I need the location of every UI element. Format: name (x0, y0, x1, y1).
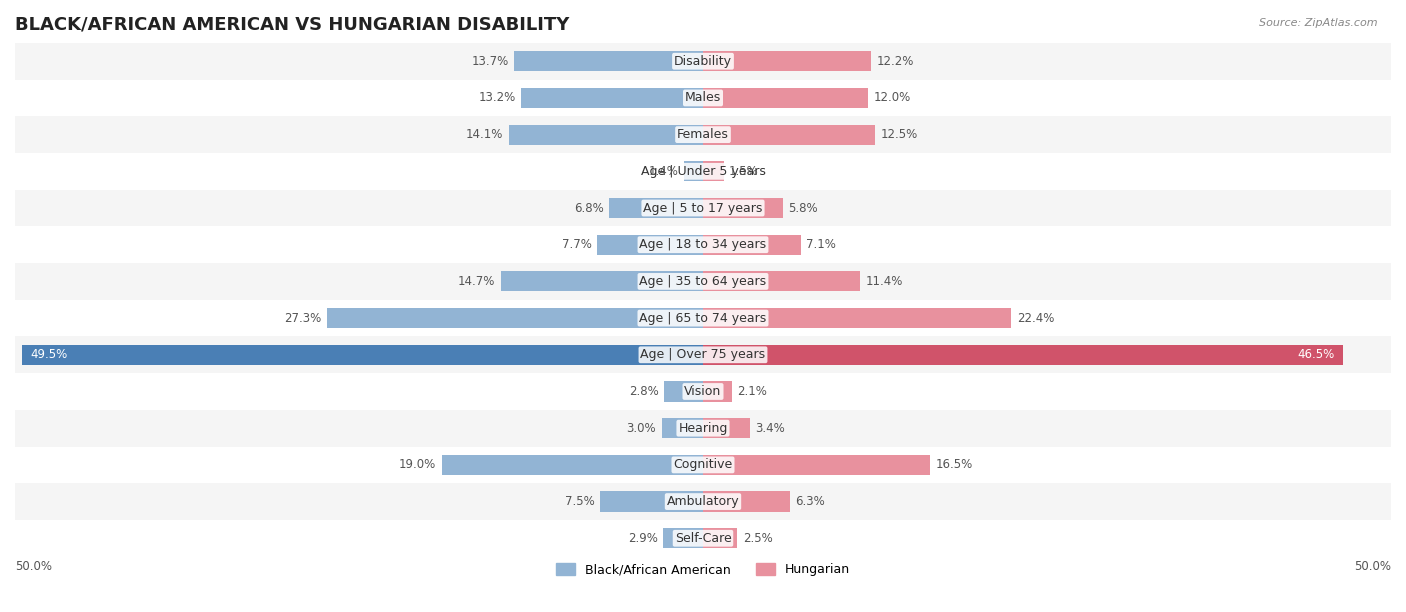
Bar (15, 373, 1391, 410)
Text: Age | 5 to 17 years: Age | 5 to 17 years (644, 201, 762, 215)
Bar (665, 381, 703, 401)
Text: 3.4%: 3.4% (755, 422, 785, 435)
Bar (703, 88, 868, 108)
Text: Age | 35 to 64 years: Age | 35 to 64 years (640, 275, 766, 288)
Bar (15, 80, 1391, 116)
Text: Cognitive: Cognitive (673, 458, 733, 471)
Bar (703, 124, 875, 144)
Text: 12.0%: 12.0% (873, 91, 911, 105)
Bar (328, 308, 703, 328)
Bar (15, 226, 1391, 263)
Bar (703, 455, 929, 475)
Text: Source: ZipAtlas.com: Source: ZipAtlas.com (1260, 18, 1378, 28)
Bar (515, 51, 703, 72)
Bar (22, 345, 703, 365)
Bar (598, 234, 703, 255)
Text: Age | 65 to 74 years: Age | 65 to 74 years (640, 312, 766, 324)
Bar (703, 234, 800, 255)
Bar (703, 528, 737, 548)
Text: 6.3%: 6.3% (796, 495, 825, 508)
Bar (664, 528, 703, 548)
Text: 5.8%: 5.8% (789, 201, 818, 215)
Text: 16.5%: 16.5% (935, 458, 973, 471)
Text: 12.5%: 12.5% (880, 128, 918, 141)
Text: Males: Males (685, 91, 721, 105)
Text: 12.2%: 12.2% (876, 54, 914, 68)
Text: Age | 18 to 34 years: Age | 18 to 34 years (640, 238, 766, 251)
Bar (703, 345, 1343, 365)
Text: 14.1%: 14.1% (467, 128, 503, 141)
Bar (15, 337, 1391, 373)
Text: 1.5%: 1.5% (730, 165, 759, 178)
Text: Self-Care: Self-Care (675, 532, 731, 545)
Text: 1.4%: 1.4% (648, 165, 678, 178)
Legend: Black/African American, Hungarian: Black/African American, Hungarian (551, 558, 855, 581)
Text: 19.0%: 19.0% (399, 458, 436, 471)
Bar (703, 418, 749, 438)
Bar (703, 161, 724, 181)
Text: 13.2%: 13.2% (478, 91, 516, 105)
Bar (15, 410, 1391, 447)
Bar (703, 51, 870, 72)
Text: 49.5%: 49.5% (30, 348, 67, 361)
Bar (703, 198, 783, 218)
Text: Age | Under 5 years: Age | Under 5 years (641, 165, 765, 178)
Text: 7.5%: 7.5% (565, 495, 595, 508)
Text: 27.3%: 27.3% (284, 312, 322, 324)
Bar (15, 520, 1391, 557)
Text: Hearing: Hearing (678, 422, 728, 435)
Text: 3.0%: 3.0% (627, 422, 657, 435)
Bar (609, 198, 703, 218)
Text: 50.0%: 50.0% (1354, 560, 1391, 573)
Text: 6.8%: 6.8% (574, 201, 605, 215)
Bar (15, 190, 1391, 226)
Bar (703, 308, 1011, 328)
Bar (15, 153, 1391, 190)
Text: 2.9%: 2.9% (627, 532, 658, 545)
Bar (703, 491, 790, 512)
Text: 7.1%: 7.1% (806, 238, 837, 251)
Text: BLACK/AFRICAN AMERICAN VS HUNGARIAN DISABILITY: BLACK/AFRICAN AMERICAN VS HUNGARIAN DISA… (15, 15, 569, 33)
Text: Ambulatory: Ambulatory (666, 495, 740, 508)
Bar (15, 447, 1391, 483)
Bar (683, 161, 703, 181)
Bar (15, 300, 1391, 337)
Text: Disability: Disability (673, 54, 733, 68)
Text: 2.1%: 2.1% (737, 385, 768, 398)
Text: Females: Females (678, 128, 728, 141)
Text: 50.0%: 50.0% (15, 560, 52, 573)
Bar (15, 263, 1391, 300)
Text: Vision: Vision (685, 385, 721, 398)
Text: 7.7%: 7.7% (561, 238, 592, 251)
Text: 2.8%: 2.8% (630, 385, 659, 398)
Bar (703, 271, 860, 291)
Bar (522, 88, 703, 108)
Bar (703, 381, 733, 401)
Text: 46.5%: 46.5% (1298, 348, 1334, 361)
Text: 2.5%: 2.5% (742, 532, 773, 545)
Text: 22.4%: 22.4% (1017, 312, 1054, 324)
Bar (441, 455, 703, 475)
Text: Age | Over 75 years: Age | Over 75 years (641, 348, 765, 361)
Bar (501, 271, 703, 291)
Bar (15, 43, 1391, 80)
Bar (15, 116, 1391, 153)
Bar (662, 418, 703, 438)
Bar (600, 491, 703, 512)
Bar (15, 483, 1391, 520)
Text: 11.4%: 11.4% (865, 275, 903, 288)
Text: 14.7%: 14.7% (458, 275, 495, 288)
Bar (509, 124, 703, 144)
Text: 13.7%: 13.7% (472, 54, 509, 68)
